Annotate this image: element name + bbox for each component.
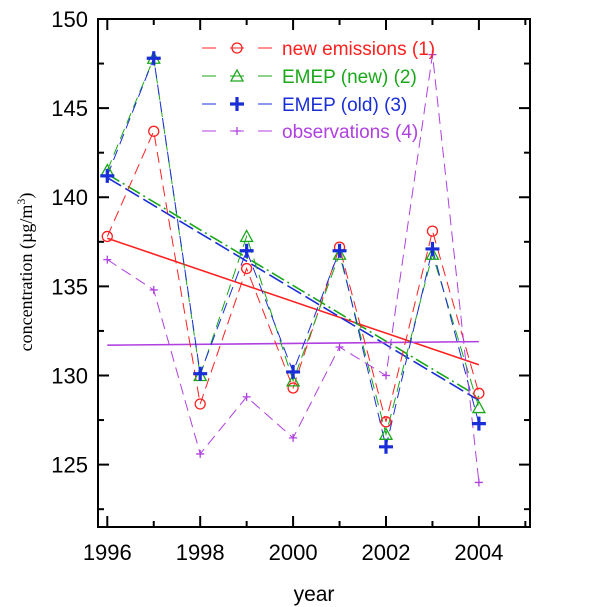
y-tick-label: 150: [51, 7, 88, 32]
series-1-point: [380, 416, 392, 428]
trend-lines: [106, 173, 480, 402]
x-tick-label: 1998: [176, 540, 225, 565]
y-axis-title: concentration (µg/m3): [14, 193, 37, 352]
series-4-point: [103, 255, 112, 264]
legend-marker: [229, 68, 245, 82]
y-tick-label: 145: [51, 96, 88, 121]
series-1-point: [148, 125, 160, 137]
series-1-point: [240, 262, 253, 275]
legend-marker: [233, 127, 241, 135]
series-1-point: [194, 398, 206, 410]
series-3-point: [332, 243, 347, 258]
series-4-point: [382, 371, 390, 380]
series-4-point: [289, 433, 298, 442]
series-1-point: [426, 225, 439, 237]
series-1-trend-line: [107, 237, 480, 366]
series-2-point: [332, 246, 347, 260]
x-tick-label: 2000: [269, 540, 318, 565]
series-2-line: [106, 56, 480, 437]
y-axis-title-sup: 3: [14, 199, 28, 205]
legend: new emissions (1) EMEP (new) (2) EMEP (old…: [197, 39, 435, 143]
series-4-trend-line: [107, 340, 479, 346]
series-3-point: [100, 168, 115, 183]
series-3-point: [193, 366, 208, 381]
legend-label: EMEP (new) (2): [282, 67, 417, 88]
series-1-point: [101, 230, 113, 243]
series-3-point: [239, 243, 254, 258]
y-tick-label: 125: [51, 453, 88, 478]
series-3-point: [425, 241, 440, 256]
series-4-point: [149, 285, 158, 294]
series-4-point: [428, 50, 437, 59]
series-2-point: [425, 246, 440, 260]
series-4-point: [196, 449, 205, 458]
series-3-point: [286, 364, 301, 379]
x-axis-title: year: [294, 583, 335, 606]
series-3-point: [379, 439, 393, 454]
series-1-point: [287, 382, 299, 394]
y-tick-label: 135: [51, 274, 88, 299]
y-tick-label: 140: [51, 185, 88, 210]
series-3-point: [146, 51, 161, 66]
series-3-trend-line: [106, 176, 480, 402]
series-2-point: [286, 373, 301, 387]
series-1-line: [106, 129, 480, 422]
x-tick-label: 2002: [362, 540, 411, 565]
x-tick-label: 1996: [83, 540, 132, 565]
data-markers: [100, 50, 486, 487]
y-axis-title-main: concentration (µg/m: [16, 205, 37, 352]
axis-ticks: [98, 18, 530, 527]
legend-marker: [231, 42, 243, 54]
series-3-point: [471, 416, 486, 431]
series-2-trend-line: [106, 173, 480, 398]
series-4-point: [474, 478, 483, 487]
y-tick-label: 130: [51, 363, 88, 388]
legend-label: observations (4): [282, 122, 418, 143]
series-4-point: [242, 392, 251, 401]
legend-marker: [230, 97, 244, 111]
x-tick-label: 2004: [454, 540, 503, 565]
plot-frame: [97, 18, 531, 528]
series-2-point: [239, 229, 254, 243]
series-1-point: [473, 387, 485, 399]
tick-labels: 1996 1998 2000 2002 2004 125 130 135 140 145 150: [51, 7, 503, 565]
series-lines: [106, 54, 480, 483]
series-2-point: [378, 426, 394, 440]
series-2-point: [471, 400, 486, 414]
legend-label: new emissions (1): [282, 39, 435, 60]
y-axis-title-close: ): [16, 193, 37, 199]
legend-label: EMEP (old) (3): [282, 95, 407, 116]
series-4-point: [335, 342, 344, 351]
